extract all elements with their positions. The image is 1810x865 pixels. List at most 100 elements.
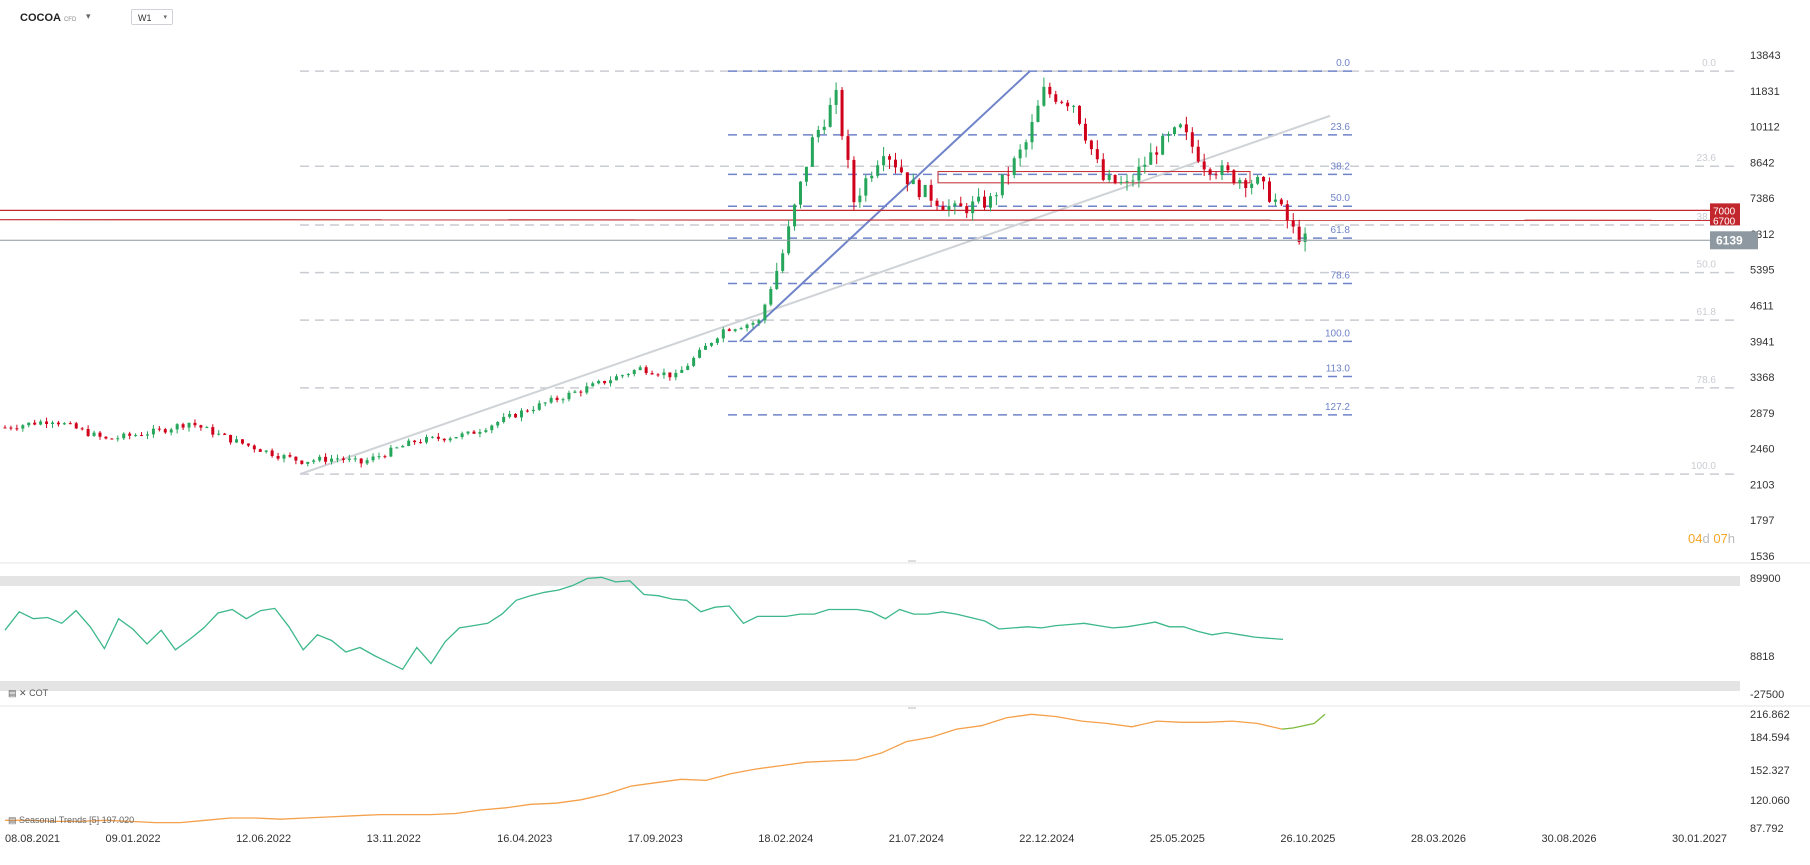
candle-body: [312, 460, 316, 462]
candle-body: [128, 433, 132, 436]
candle-body: [959, 203, 963, 207]
candle-body: [1048, 86, 1052, 95]
fib-level-label: 100.0: [1325, 328, 1350, 339]
symbol-dropdown-icon[interactable]: ▾: [86, 11, 91, 21]
candle-body: [1113, 174, 1117, 184]
settings-icon[interactable]: ▤: [8, 815, 17, 825]
candle-body: [163, 429, 167, 433]
candle-body: [252, 445, 256, 450]
y-axis-tick-label: 3941: [1750, 336, 1774, 348]
candle-body: [276, 455, 280, 459]
candle-body: [508, 413, 512, 417]
candle-body: [775, 270, 779, 290]
candle-body: [1006, 174, 1010, 176]
candle-body: [609, 380, 613, 384]
candle-body: [1149, 152, 1153, 165]
candle-body: [288, 455, 292, 457]
price-tag-value: 7000: [1713, 206, 1736, 217]
candle-body: [365, 460, 369, 464]
y-axis-tick-label: 7386: [1750, 193, 1774, 205]
candle-body: [223, 433, 227, 435]
candle-body: [235, 439, 239, 443]
x-axis-tick-label: 12.06.2022: [236, 833, 291, 845]
candle-body: [181, 424, 185, 428]
candle-body: [739, 328, 743, 330]
candle-body: [264, 450, 268, 452]
y-axis-tick-label: 13843: [1750, 50, 1781, 62]
candle-body: [674, 372, 678, 378]
candle-body: [140, 435, 144, 437]
candle-body: [935, 200, 939, 206]
candle-body: [1030, 121, 1034, 143]
x-axis-tick-label: 26.10.2025: [1280, 833, 1335, 845]
candle-body: [430, 436, 434, 438]
candle-body: [870, 175, 874, 179]
candle-body: [377, 456, 381, 458]
candle-body: [484, 430, 488, 432]
candle-body: [1119, 182, 1123, 184]
cot-panel-label[interactable]: ▤ ✕ COT: [8, 688, 48, 699]
candle-body: [1214, 174, 1218, 176]
candle-body: [1143, 164, 1147, 167]
seasonal-legend: Seasonal Trends [5] 197.020: [19, 815, 135, 825]
candle-body: [1095, 149, 1099, 160]
candle-body: [1244, 180, 1248, 189]
candle-body: [721, 329, 725, 339]
candle-body: [650, 373, 654, 375]
seasonal-axis-tick-label: 184.594: [1750, 732, 1790, 744]
candle-body: [1262, 176, 1266, 182]
price-tag-box: [1710, 203, 1740, 226]
candle-body: [1267, 181, 1271, 202]
candle-body: [1060, 101, 1064, 103]
y-axis-tick-label: 2460: [1750, 444, 1774, 456]
seasonal-series-line: [5, 713, 1283, 824]
settings-icon[interactable]: ▤: [8, 688, 17, 698]
cot-axis-tick-label: -27500: [1750, 689, 1784, 701]
candle-body: [1089, 140, 1093, 150]
candle-body: [1131, 180, 1135, 182]
close-icon[interactable]: ✕: [19, 688, 27, 698]
fib-level-label: 0.0: [1336, 58, 1350, 69]
y-axis-tick-label: 4611: [1750, 301, 1774, 313]
candle-body: [692, 357, 696, 366]
candle-body: [1172, 127, 1176, 135]
candle-body: [193, 422, 197, 426]
candle-body: [199, 425, 203, 428]
last-price-value: 6139: [1716, 233, 1743, 247]
timeframe-value: W1: [138, 13, 152, 23]
y-axis-tick-label: 1797: [1750, 515, 1774, 527]
candle-body: [1137, 166, 1141, 181]
candle-body: [579, 391, 583, 393]
candle-body: [466, 431, 470, 434]
seasonal-forecast-line: [1281, 713, 1326, 730]
candle-body: [401, 446, 405, 448]
candle-body: [1202, 161, 1206, 170]
symbol-selector[interactable]: COCOA CFD: [20, 12, 76, 24]
candle-body: [258, 449, 262, 452]
x-axis-tick-label: 18.02.2024: [758, 833, 813, 845]
candle-body: [514, 413, 518, 418]
candle-body: [395, 447, 399, 449]
seasonal-panel-label[interactable]: ▤ Seasonal Trends [5] 197.020: [8, 815, 134, 826]
timeframe-select[interactable]: W1 ▾: [131, 9, 173, 25]
candle-body: [246, 443, 250, 446]
candle-body: [585, 386, 589, 393]
candle-body: [1196, 146, 1200, 162]
y-axis-tick-label: 5395: [1750, 265, 1774, 277]
candle-body: [923, 184, 927, 198]
candle-body: [383, 456, 387, 458]
candle-body: [496, 422, 500, 426]
candle-body: [27, 422, 31, 426]
candle-body: [371, 456, 375, 461]
candle-body: [1184, 124, 1188, 133]
candle-body: [876, 165, 880, 176]
candle-body: [318, 456, 322, 461]
candle-body: [1297, 226, 1301, 243]
candle-body: [294, 456, 298, 461]
candle-body: [543, 402, 547, 404]
candle-body: [1083, 123, 1087, 141]
candle-body: [240, 439, 244, 444]
cot-lower-band: [0, 681, 1740, 691]
candle-body: [715, 338, 719, 343]
